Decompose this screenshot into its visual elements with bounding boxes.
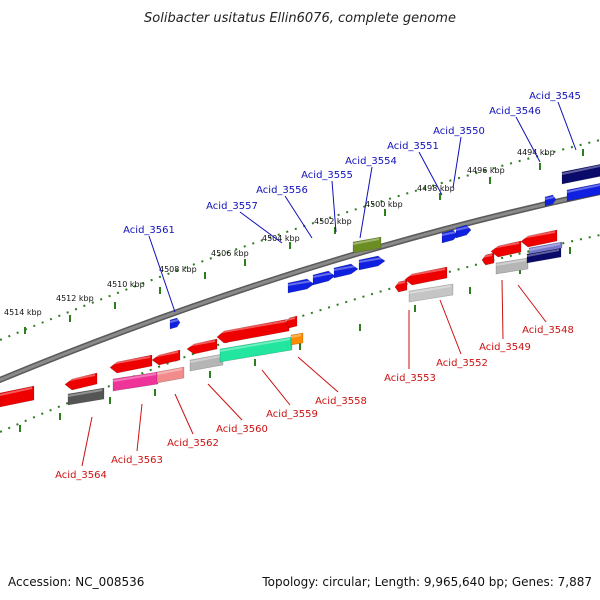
kbp-label: 4508 kbp: [159, 265, 197, 274]
gene-label[interactable]: Acid_3553: [384, 373, 436, 384]
kbp-label: 4496 kbp: [467, 166, 505, 175]
leader-line: [359, 166, 373, 239]
gene-feature: [0, 385, 35, 408]
kbp-label: 4502 kbp: [314, 217, 352, 226]
leader-line: [297, 356, 339, 393]
gene-feature: [544, 194, 557, 207]
gene-feature: [219, 336, 293, 363]
gene-label[interactable]: Acid_3556: [256, 185, 308, 196]
gene-label[interactable]: Acid_3563: [111, 455, 163, 466]
gene-label[interactable]: Acid_3564: [55, 470, 107, 481]
gene-label[interactable]: Acid_3551: [387, 141, 439, 152]
gene-feature: [67, 387, 105, 406]
gene-label[interactable]: Acid_3549: [479, 342, 531, 353]
gene-feature: [156, 366, 185, 384]
gene-label[interactable]: Acid_3548: [522, 325, 574, 336]
gene-label[interactable]: Acid_3555: [301, 170, 353, 181]
gene-feature: [495, 257, 529, 275]
gene-feature: [520, 229, 558, 248]
kbp-label: 4494 kbp: [517, 148, 555, 157]
gene-feature: [455, 224, 472, 239]
gene-label[interactable]: Acid_3560: [216, 424, 268, 435]
gene-feature: [528, 241, 563, 255]
leader-line: [261, 369, 291, 406]
leader-line: [239, 211, 283, 244]
gene-feature: [290, 332, 304, 346]
leader-line: [501, 279, 504, 340]
gene-feature: [333, 263, 359, 279]
gene-feature: [312, 270, 336, 286]
gene-feature: [285, 315, 298, 329]
outer-tick-track: [0, 139, 600, 341]
leader-line: [517, 284, 547, 323]
gene-feature: [109, 354, 153, 374]
kbp-label: 4498 kbp: [417, 184, 455, 193]
gene-label[interactable]: Acid_3561: [123, 225, 175, 236]
leader-line: [284, 195, 313, 239]
gene-feature: [490, 240, 522, 258]
accession-text: Accession: NC_008536: [8, 575, 144, 589]
kbp-label: 4500 kbp: [365, 200, 403, 209]
gene-feature: [394, 279, 408, 293]
leader-line: [331, 180, 337, 233]
leader-line: [207, 383, 243, 421]
gene-feature: [358, 255, 386, 271]
leader-line: [515, 116, 541, 163]
gene-label[interactable]: Acid_3559: [266, 409, 318, 420]
gene-label[interactable]: Acid_3558: [315, 396, 367, 407]
gene-label[interactable]: Acid_3550: [433, 126, 485, 137]
gene-label[interactable]: Acid_3545: [529, 91, 581, 102]
leader-line: [418, 151, 443, 196]
kbp-label: 4504 kbp: [262, 234, 300, 243]
gene-label[interactable]: Acid_3552: [436, 358, 488, 369]
gene-feature: [352, 236, 382, 254]
gene-feature: [112, 371, 159, 392]
leader-line: [174, 393, 194, 435]
gene-feature: [189, 353, 224, 372]
kbp-label: 4510 kbp: [107, 280, 145, 289]
kbp-label: 4506 kbp: [211, 249, 249, 258]
gene-label[interactable]: Acid_3554: [345, 156, 397, 167]
leader-line: [148, 235, 176, 313]
gene-label[interactable]: Acid_3562: [167, 438, 219, 449]
leader-line: [452, 136, 462, 189]
gene-label[interactable]: Acid_3546: [489, 106, 541, 117]
gene-feature: [186, 338, 218, 355]
gene-features: [0, 164, 600, 408]
topology-summary: Topology: circular; Length: 9,965,640 bp…: [261, 575, 592, 589]
gene-feature: [64, 372, 98, 391]
leader-line: [136, 403, 143, 452]
gene-feature: [561, 164, 600, 185]
leader-line: [81, 416, 93, 467]
leader-line: [557, 101, 577, 151]
leader-line: [439, 299, 462, 355]
gene-feature: [216, 318, 290, 344]
gene-labels: Acid_3561 Acid_3557 Acid_3556 Acid_3555 Acid…: [55, 91, 581, 481]
gene-feature: [287, 278, 315, 294]
gene-feature: [151, 349, 181, 366]
genome-backbone: [0, 190, 600, 382]
kbp-label: 4512 kbp: [56, 294, 94, 303]
genome-title: Solibacter usitatus Ellin6076, complete …: [144, 11, 456, 26]
gene-feature: [404, 266, 448, 286]
gene-feature: [441, 229, 459, 244]
gene-label[interactable]: Acid_3557: [206, 201, 258, 212]
gene-feature: [481, 252, 495, 266]
kbp-label: 4514 kbp: [4, 308, 42, 317]
kbp-labels: 4514 kbp 4512 kbp 4510 kbp 4508 kbp 4506 kbp…: [4, 148, 555, 317]
gene-feature: [566, 183, 600, 202]
gene-feature: [169, 317, 181, 330]
gene-feature: [408, 283, 454, 303]
